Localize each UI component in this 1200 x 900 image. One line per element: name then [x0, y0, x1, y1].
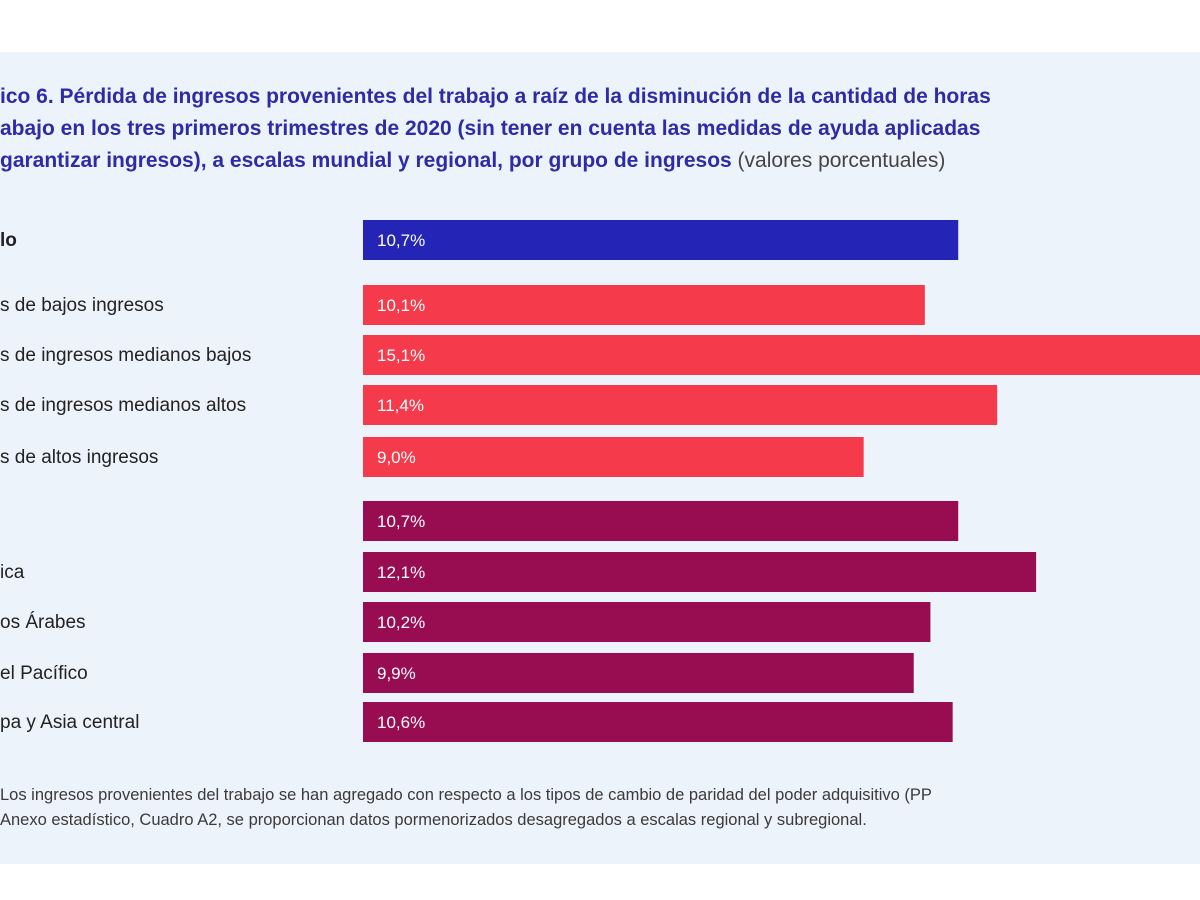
chart-title: ico 6. Pérdida de ingresos provenientes …: [0, 81, 1200, 177]
bar-0: [363, 220, 959, 260]
bar-1: [363, 285, 925, 325]
bar-value-label-4: 9,0%: [377, 448, 416, 467]
bar-value-label-1: 10,1%: [377, 296, 425, 315]
bar-2: [363, 335, 1200, 375]
bar-7: [363, 602, 931, 642]
footnote-line-2: Anexo estadístico, Cuadro A2, se proporc…: [0, 811, 867, 829]
category-label-3: s de ingresos medianos altos: [0, 395, 246, 416]
bar-4: [363, 437, 864, 477]
bar-value-label-3: 11,4%: [377, 396, 424, 415]
bar-value-label-5: 10,7%: [377, 512, 425, 531]
category-label-8: el Pacífico: [0, 663, 88, 684]
category-label-0: lo: [0, 230, 17, 251]
bar-3: [363, 385, 998, 425]
footnotes: Los ingresos provenientes del trabajo se…: [0, 783, 1200, 833]
bar-value-label-8: 9,9%: [377, 664, 416, 683]
bar-value-label-0: 10,7%: [377, 231, 425, 250]
title-line-1: ico 6. Pérdida de ingresos provenientes …: [0, 85, 991, 108]
title-line-2: abajo en los tres primeros trimestres de…: [0, 117, 981, 140]
category-label-4: s de altos ingresos: [0, 447, 158, 468]
category-label-2: s de ingresos medianos bajos: [0, 345, 251, 366]
title-line-3-text: garantizar ingresos), a escalas mundial …: [0, 149, 732, 172]
bar-5: [363, 501, 959, 541]
title-line-3: garantizar ingresos), a escalas mundial …: [0, 145, 1200, 177]
category-label-9: pa y Asia central: [0, 712, 139, 733]
bar-value-label-7: 10,2%: [377, 613, 425, 632]
category-label-6: ica: [0, 562, 25, 583]
bar-6: [363, 552, 1037, 592]
bar-value-label-9: 10,6%: [377, 713, 425, 732]
category-label-7: os Árabes: [0, 612, 86, 633]
category-label-1: s de bajos ingresos: [0, 295, 164, 316]
bar-value-label-6: 12,1%: [377, 563, 425, 582]
bar-9: [363, 702, 953, 742]
title-unit: (valores porcentuales): [737, 149, 946, 172]
bar-8: [363, 653, 914, 693]
bar-value-label-2: 15,1%: [377, 346, 425, 365]
footnote-line-1: Los ingresos provenientes del trabajo se…: [0, 786, 932, 804]
